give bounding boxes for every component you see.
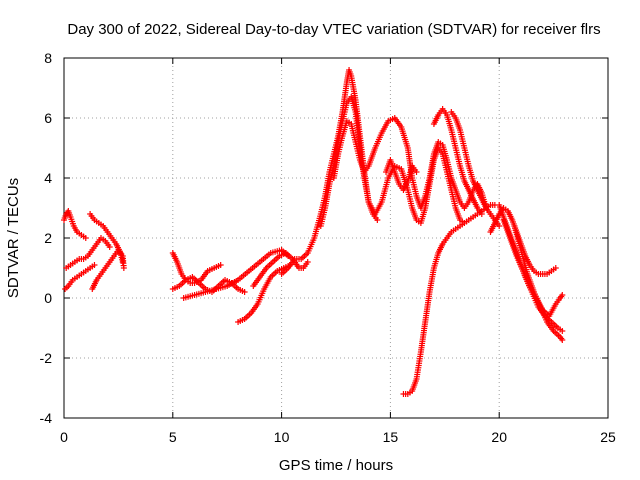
x-tick-label: 20 [491,429,507,445]
series-track-17 [400,202,498,397]
y-tick-label: 0 [44,290,52,306]
x-tick-label: 0 [60,429,68,445]
plus-marker [374,217,381,223]
chart-title: Day 300 of 2022, Sidereal Day-to-day VTE… [67,21,600,38]
plus-marker [106,244,113,250]
x-tick-label: 25 [600,429,616,445]
plus-marker [496,223,503,229]
series-track-8 [180,247,292,301]
series-track-3 [63,235,113,271]
plus-marker [120,265,127,271]
plus-marker [241,289,248,295]
axis-ticks [63,57,609,419]
x-tick-label: 15 [383,429,399,445]
plus-marker [304,259,311,265]
series-track-5 [89,247,127,292]
series-track-4 [87,211,126,265]
series-track-13 [330,115,490,211]
plus-marker [82,235,89,241]
y-tick-label: -4 [40,410,53,426]
plus-marker [552,265,559,271]
x-axis-label: GPS time / hours [279,457,393,474]
series-track-2 [62,262,98,292]
plus-marker [413,169,420,175]
x-tick-label: 10 [274,429,290,445]
y-tick-label: 2 [44,230,52,246]
series-track-21 [511,223,566,343]
series-track-15 [430,106,485,217]
series-track-14 [383,157,420,193]
series-track-18 [487,205,559,277]
plus-marker [559,292,566,298]
x-tick-labels: 0 5 10 15 20 25 [60,429,616,445]
series-track-1 [61,208,89,241]
grid [64,58,608,418]
plus-marker [91,262,98,268]
x-tick-label: 5 [169,429,177,445]
y-tick-label: -2 [40,350,53,366]
y-tick-labels: -4 -2 0 2 4 6 8 [40,50,53,426]
plus-marker [559,337,566,343]
plus-marker [217,262,224,268]
data-series [61,67,566,397]
y-axis-label: SDTVAR / TECUs [5,178,22,298]
y-tick-label: 8 [44,50,52,66]
y-tick-label: 4 [44,170,52,186]
plus-marker [559,328,566,334]
y-tick-label: 6 [44,110,52,126]
